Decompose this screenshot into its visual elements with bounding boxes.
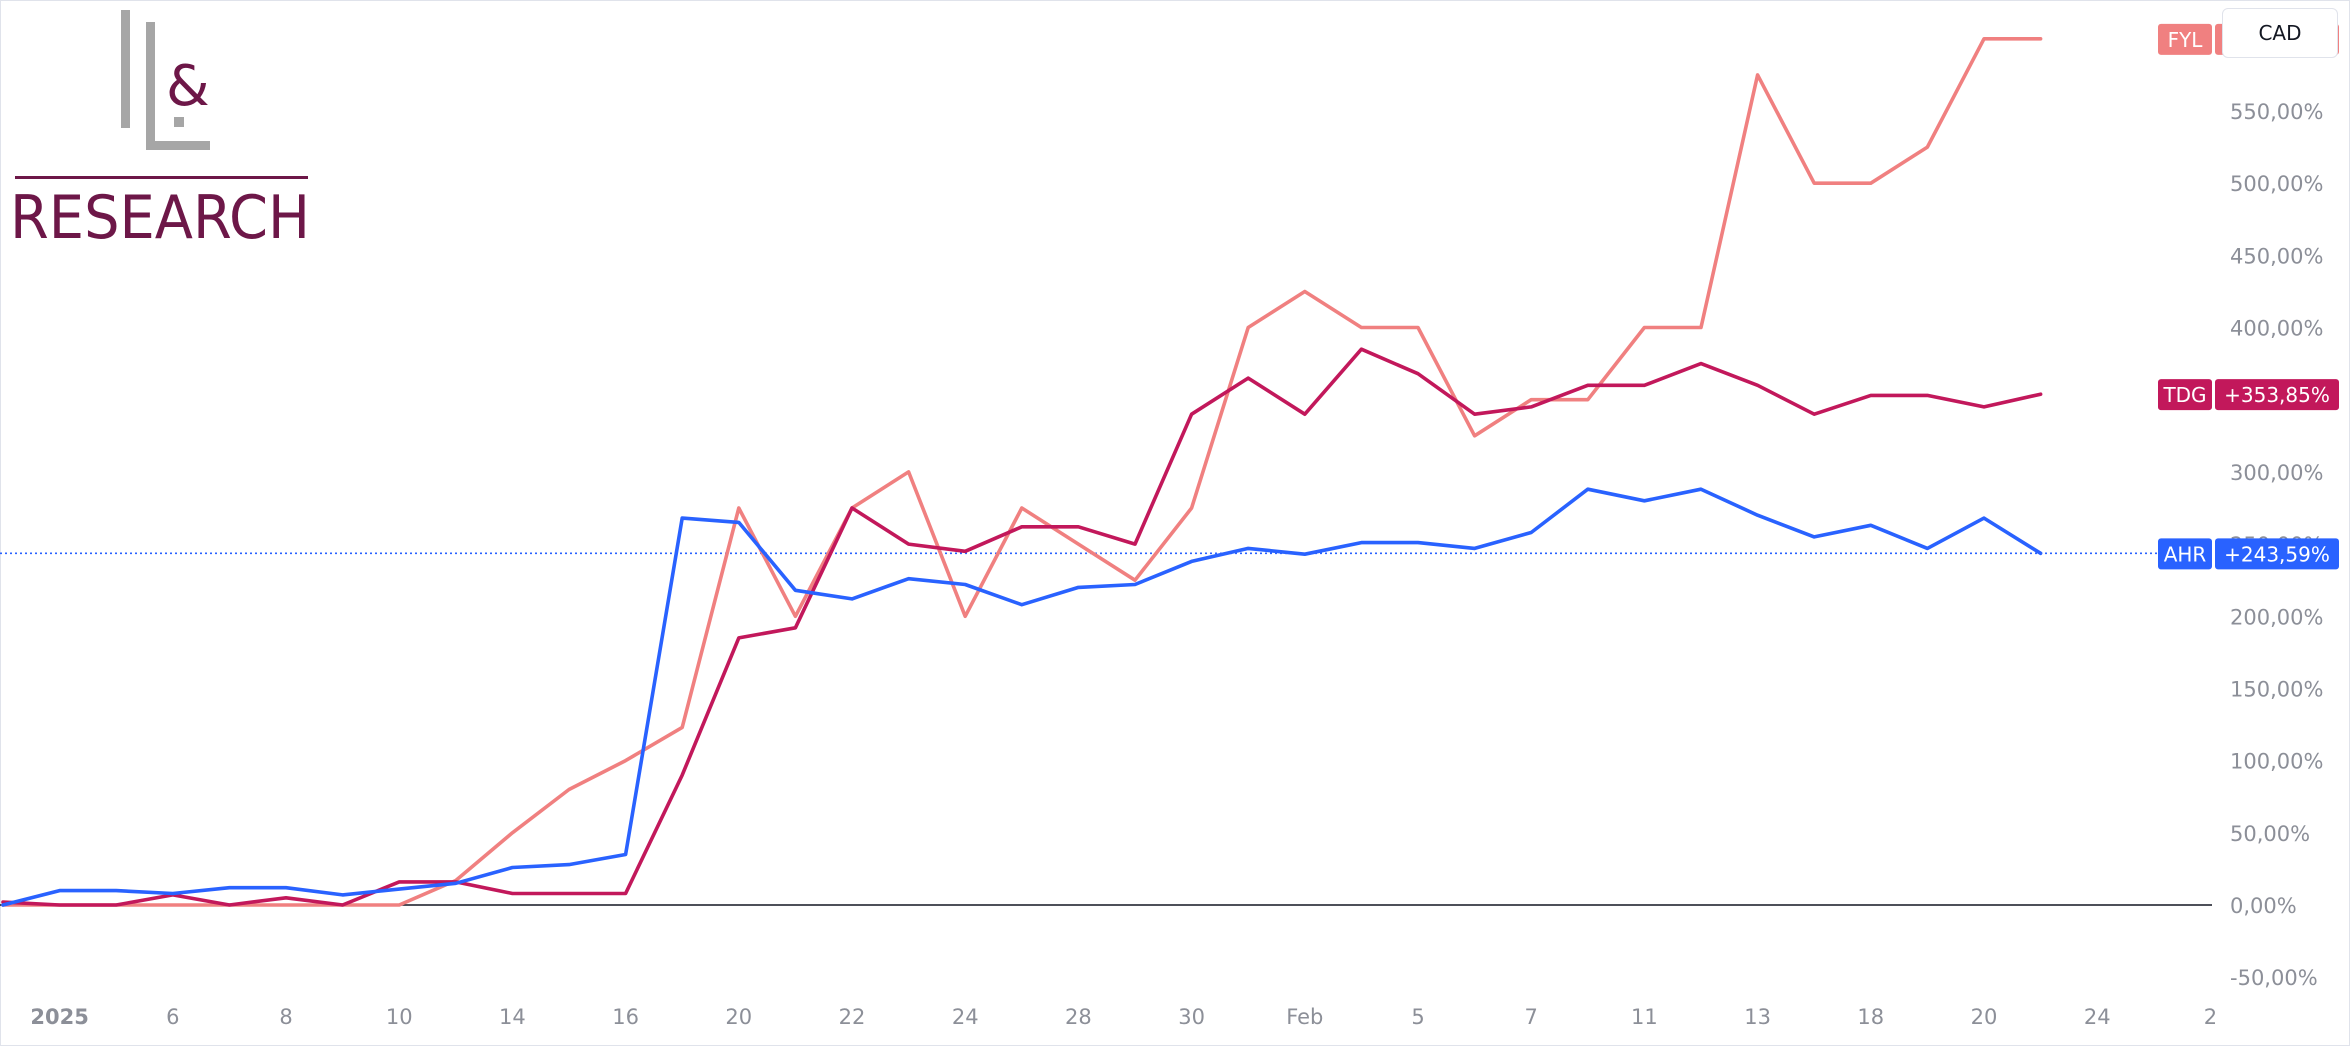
y-tick-label: 200,00% bbox=[2230, 605, 2323, 629]
x-tick-label: 20 bbox=[725, 1005, 752, 1029]
y-tick-label: 500,00% bbox=[2230, 172, 2323, 196]
x-tick-label: 5 bbox=[1411, 1005, 1424, 1029]
series-fyl[interactable] bbox=[1, 36, 2043, 907]
series-name-tag bbox=[2158, 23, 2212, 55]
x-tick-label: 6 bbox=[166, 1005, 179, 1029]
x-tick-label: 13 bbox=[1744, 1005, 1771, 1029]
series-name-text: FYL bbox=[2168, 28, 2204, 52]
logo-bar-left bbox=[121, 10, 130, 128]
logo-bar-right bbox=[146, 22, 155, 150]
logo-bar-base bbox=[146, 141, 210, 150]
series-value-tag bbox=[2215, 538, 2339, 570]
currency-label: CAD bbox=[2258, 21, 2302, 45]
x-tick-label: 8 bbox=[279, 1005, 292, 1029]
series-line-tdg[interactable] bbox=[1, 347, 2043, 907]
series-value-tag bbox=[2215, 379, 2339, 411]
series-value-text: +353,85% bbox=[2224, 383, 2330, 407]
x-tick-label: 14 bbox=[499, 1005, 526, 1029]
series-name-tag bbox=[2158, 538, 2212, 570]
y-tick-label: -50,00% bbox=[2230, 966, 2318, 990]
x-tick-label: 28 bbox=[1065, 1005, 1092, 1029]
currency-button[interactable]: CAD bbox=[2222, 8, 2338, 58]
logo: & RESEARCH bbox=[10, 10, 310, 253]
x-tick-label: 18 bbox=[1857, 1005, 1884, 1029]
x-tick-label: 22 bbox=[839, 1005, 866, 1029]
y-tick-label: 550,00% bbox=[2230, 100, 2323, 124]
y-tick-label: 400,00% bbox=[2230, 317, 2323, 341]
series-name-tag bbox=[2158, 379, 2212, 411]
y-tick-label: 50,00% bbox=[2230, 822, 2310, 846]
series-value-text: +243,59% bbox=[2224, 542, 2330, 566]
y-tick-label: 450,00% bbox=[2230, 244, 2323, 268]
x-tick-label: Feb bbox=[1286, 1005, 1323, 1029]
x-tick-label: 30 bbox=[1178, 1005, 1205, 1029]
price-label-tdg: TDG +353,85% bbox=[2158, 379, 2339, 411]
series-line-fyl[interactable] bbox=[1, 36, 2043, 907]
x-tick-label: 16 bbox=[612, 1005, 639, 1029]
x-tick-label: 20 bbox=[1971, 1005, 1998, 1029]
x-tick-label: 7 bbox=[1525, 1005, 1538, 1029]
x-tick-label: 2025 bbox=[30, 1005, 88, 1029]
logo-divider bbox=[15, 176, 308, 179]
x-axis[interactable]: 2025 6 8 10 14 16 20 22 24 28 30 Feb 5 7 11 13 18 20 24 2 bbox=[30, 1005, 2217, 1029]
series-tdg[interactable] bbox=[1, 347, 2043, 907]
y-axis[interactable]: -50,00%0,00%50,00%100,00%150,00%200,00%2… bbox=[2230, 100, 2323, 990]
x-tick-label: 2 bbox=[2204, 1005, 2217, 1029]
y-tick-label: 0,00% bbox=[2230, 894, 2297, 918]
logo-wordmark: RESEARCH bbox=[10, 183, 310, 253]
y-tick-label: 300,00% bbox=[2230, 461, 2323, 485]
x-tick-label: 10 bbox=[386, 1005, 413, 1029]
series-layer[interactable] bbox=[1, 36, 2043, 907]
logo-ampersand: & bbox=[166, 54, 210, 119]
x-tick-label: 11 bbox=[1631, 1005, 1658, 1029]
x-tick-label: 24 bbox=[952, 1005, 979, 1029]
series-name-text: AHR bbox=[2164, 542, 2207, 566]
x-tick-label: 24 bbox=[2084, 1005, 2111, 1029]
logo-dot bbox=[174, 117, 184, 127]
y-tick-label: 100,00% bbox=[2230, 750, 2323, 774]
series-ahr[interactable] bbox=[1, 487, 2043, 907]
series-line-ahr[interactable] bbox=[1, 487, 2043, 907]
series-name-text: TDG bbox=[2162, 383, 2206, 407]
zero-line-layer bbox=[0, 552, 2212, 906]
y-tick-label: 150,00% bbox=[2230, 677, 2323, 701]
price-label-ahr: AHR +243,59% bbox=[2158, 538, 2339, 570]
